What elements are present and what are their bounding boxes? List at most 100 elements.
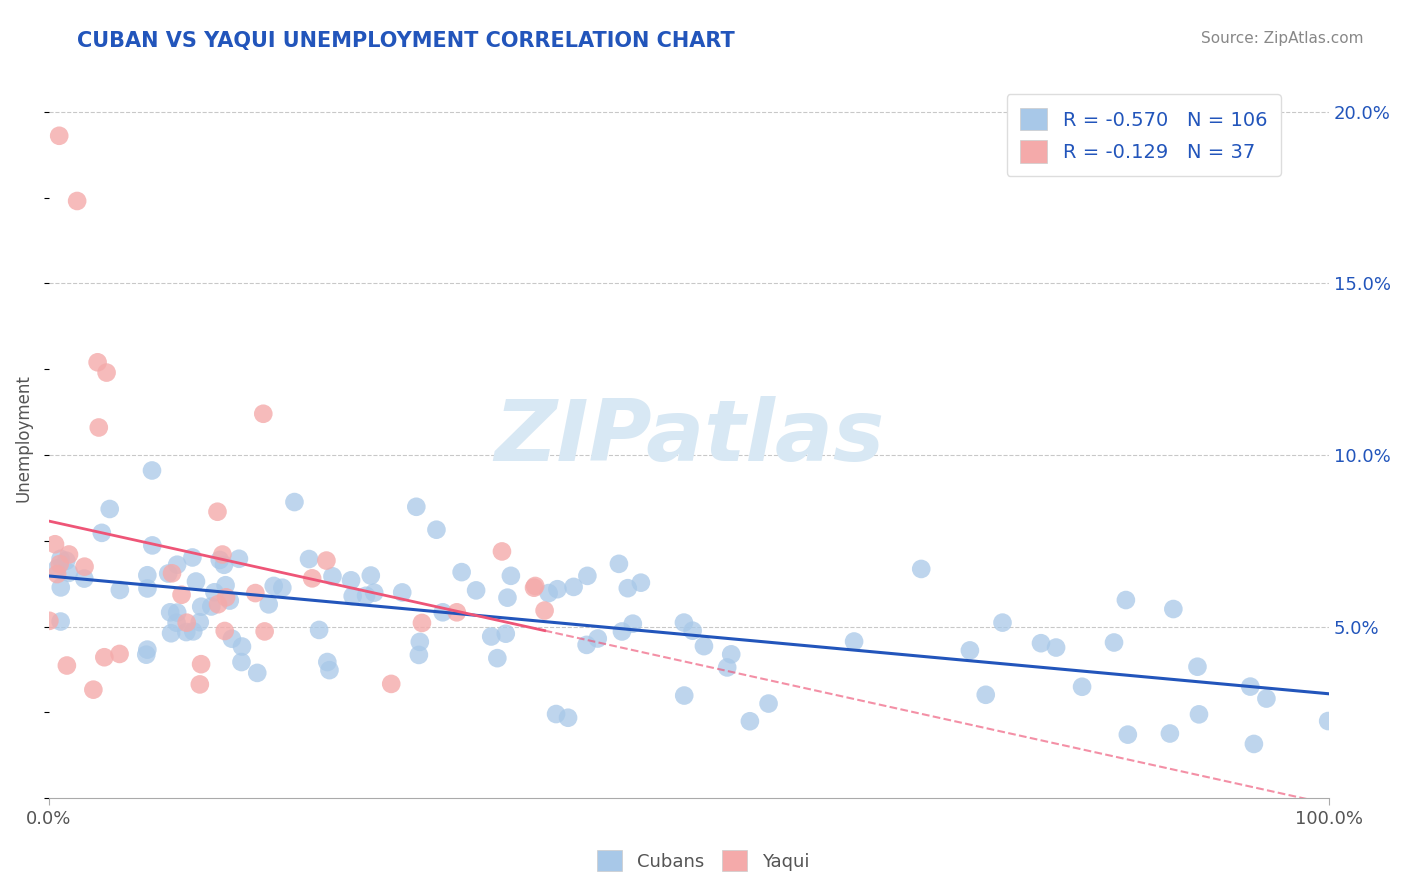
Point	[108, 647, 131, 661]
Point	[190, 657, 212, 672]
Point	[58, 566, 80, 580]
Point	[73, 559, 96, 574]
Point	[491, 544, 513, 558]
Point	[318, 663, 340, 677]
Point	[409, 635, 432, 649]
Point	[181, 550, 204, 565]
Point	[1045, 640, 1067, 655]
Point	[176, 615, 198, 630]
Text: Source: ZipAtlas.com: Source: ZipAtlas.com	[1201, 31, 1364, 46]
Point	[1239, 680, 1261, 694]
Point	[316, 655, 339, 669]
Point	[166, 615, 188, 630]
Point	[184, 574, 207, 589]
Text: CUBAN VS YAQUI UNEMPLOYMENT CORRELATION CHART: CUBAN VS YAQUI UNEMPLOYMENT CORRELATION …	[77, 31, 735, 51]
Point	[1071, 680, 1094, 694]
Point	[546, 582, 568, 597]
Point	[108, 582, 131, 597]
Point	[160, 566, 183, 581]
Point	[166, 606, 188, 620]
Point	[1159, 726, 1181, 740]
Point	[991, 615, 1014, 630]
Legend: R = -0.570   N = 106, R = -0.129   N = 37: R = -0.570 N = 106, R = -0.129 N = 37	[1007, 95, 1281, 177]
Point	[1187, 659, 1209, 673]
Y-axis label: Unemployment: Unemployment	[15, 374, 32, 501]
Point	[200, 599, 222, 614]
Point	[38, 614, 60, 628]
Point	[610, 624, 633, 639]
Point	[90, 525, 112, 540]
Point	[221, 632, 243, 646]
Point	[842, 634, 865, 648]
Point	[58, 548, 80, 562]
Point	[252, 407, 274, 421]
Point	[360, 568, 382, 582]
Point	[283, 495, 305, 509]
Point	[411, 615, 433, 630]
Point	[405, 500, 427, 514]
Point	[56, 658, 79, 673]
Point	[170, 588, 193, 602]
Point	[166, 558, 188, 572]
Point	[204, 585, 226, 599]
Point	[96, 366, 118, 380]
Point	[214, 624, 236, 638]
Point	[1243, 737, 1265, 751]
Point	[49, 581, 72, 595]
Point	[46, 561, 69, 575]
Point	[46, 567, 69, 582]
Point	[301, 571, 323, 585]
Point	[190, 599, 212, 614]
Point	[188, 677, 211, 691]
Point	[562, 580, 585, 594]
Point	[271, 581, 294, 595]
Point	[211, 548, 233, 562]
Point	[630, 575, 652, 590]
Text: ZIPatlas: ZIPatlas	[494, 396, 884, 479]
Point	[575, 638, 598, 652]
Point	[263, 579, 285, 593]
Point	[557, 711, 579, 725]
Point	[245, 586, 267, 600]
Point	[380, 677, 402, 691]
Point	[354, 589, 377, 603]
Point	[73, 572, 96, 586]
Point	[212, 558, 235, 572]
Point	[253, 624, 276, 639]
Point	[136, 582, 159, 596]
Point	[673, 689, 696, 703]
Point	[93, 650, 115, 665]
Point	[181, 624, 204, 639]
Point	[86, 355, 108, 369]
Point	[231, 655, 253, 669]
Legend: Cubans, Yaqui: Cubans, Yaqui	[589, 843, 817, 879]
Point	[231, 640, 253, 654]
Point	[315, 553, 337, 567]
Point	[1029, 636, 1052, 650]
Point	[48, 557, 70, 571]
Point	[607, 557, 630, 571]
Point	[450, 565, 472, 579]
Point	[141, 538, 163, 552]
Point	[228, 551, 250, 566]
Point	[1256, 691, 1278, 706]
Point	[363, 585, 385, 599]
Point	[496, 591, 519, 605]
Point	[342, 589, 364, 603]
Point	[408, 648, 430, 662]
Point	[758, 697, 780, 711]
Point	[546, 706, 568, 721]
Point	[537, 586, 560, 600]
Point	[66, 194, 89, 208]
Point	[465, 583, 488, 598]
Point	[672, 615, 695, 630]
Point	[959, 643, 981, 657]
Point	[157, 566, 180, 581]
Point	[716, 660, 738, 674]
Point	[720, 648, 742, 662]
Point	[499, 569, 522, 583]
Point	[446, 605, 468, 619]
Point	[486, 651, 509, 665]
Point	[321, 569, 343, 583]
Point	[218, 593, 240, 607]
